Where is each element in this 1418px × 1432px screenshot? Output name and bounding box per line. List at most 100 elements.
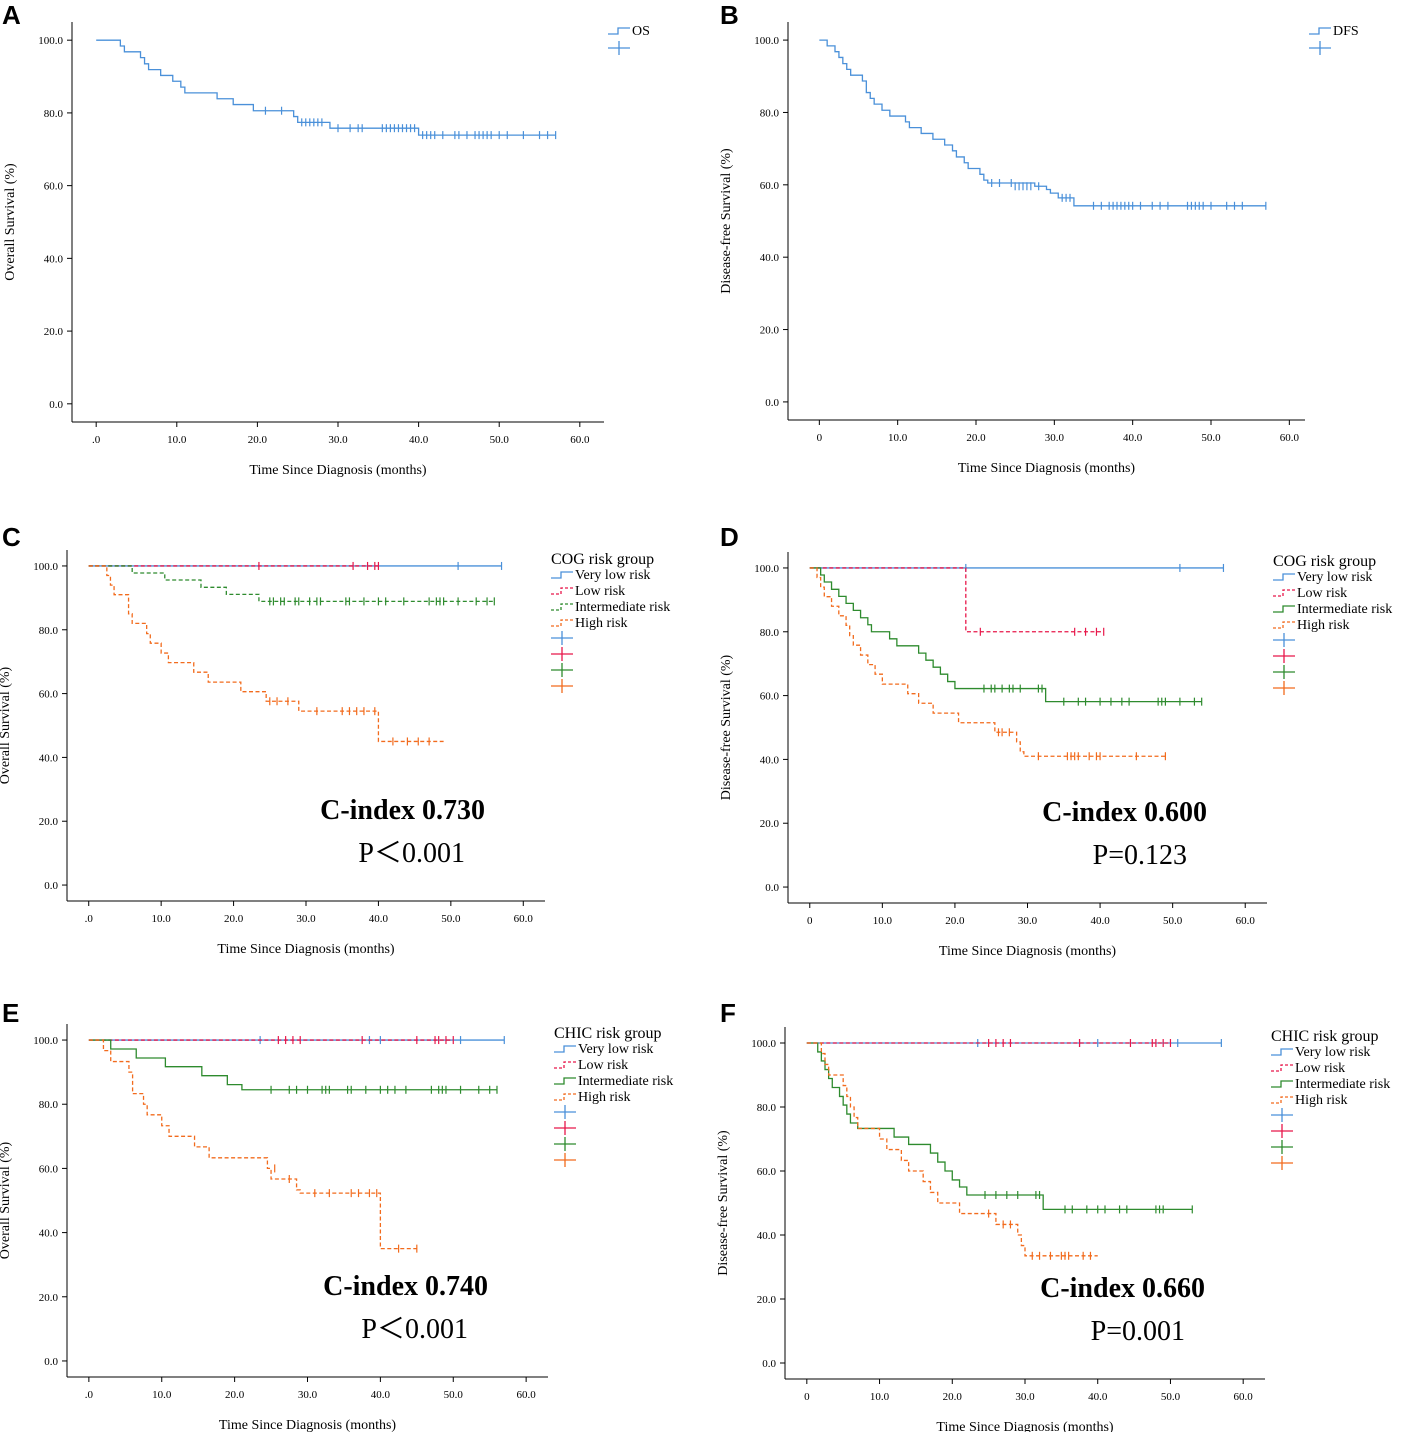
x-tick-label: 10.0 xyxy=(152,1389,172,1401)
chart-panel-c: 0.0 20.0 40.0 60.0 80.0 100.0 .0 10.0 20.0 30.0 40… xyxy=(0,540,700,960)
x-tick-label: 30.0 xyxy=(1018,915,1038,927)
x-axis-label-c: Time Since Diagnosis (months) xyxy=(217,942,395,957)
y-tick-label: 40.0 xyxy=(44,253,64,265)
legend-swatch-high-risk xyxy=(551,619,573,627)
panel-label-f: F xyxy=(720,998,736,1028)
x-axis-label-a: Time Since Diagnosis (months) xyxy=(249,463,427,478)
legend-label-high-risk: High risk xyxy=(575,616,628,631)
y-tick-label: 100.0 xyxy=(38,35,63,47)
y-tick-label: 0.0 xyxy=(765,882,779,894)
y-tick-label: 40.0 xyxy=(757,1230,777,1242)
y-tick-label: 40.0 xyxy=(760,252,780,264)
chart-panel-b: 0.0 20.0 40.0 60.0 80.0 100.0 0 10.0 20.0 30.0 40.… xyxy=(718,0,1418,490)
legend-label-low-risk: Low risk xyxy=(1295,1061,1345,1076)
km-plot-e: 0.0 20.0 40.0 60.0 80.0 100.0 .0 10.0 20.0 30.0 40… xyxy=(0,1024,673,1432)
y-tick-label: 80.0 xyxy=(760,107,780,119)
legend-label-os: OS xyxy=(632,24,650,39)
legend-swatch-intermediate-risk xyxy=(551,603,573,611)
y-tick-label: 0.0 xyxy=(49,399,63,411)
chart-panel-f: 0.0 20.0 40.0 60.0 80.0 100.0 0 10.0 20.0 30.0 40.… xyxy=(716,1010,1418,1432)
x-tick-label: 60.0 xyxy=(1236,915,1256,927)
km-curve-high-risk-c xyxy=(88,565,444,743)
y-tick-label: 60.0 xyxy=(39,1163,59,1175)
x-tick-label: 50.0 xyxy=(444,1389,464,1401)
legend-swatch-intermediate-risk xyxy=(554,1077,576,1085)
p-value-label-e: P＜0.001 xyxy=(361,1314,468,1345)
x-tick-label: 30.0 xyxy=(296,913,316,925)
x-tick-label: 0 xyxy=(804,1391,810,1403)
y-tick-label: 20.0 xyxy=(760,325,780,337)
legend-label-intermediate-risk: Intermediate risk xyxy=(1297,602,1392,617)
panel-label-d: D xyxy=(720,522,739,552)
y-tick-label: 20.0 xyxy=(757,1294,777,1306)
legend-label-very-low-risk: Very low risk xyxy=(578,1042,653,1057)
y-tick-label: 100.0 xyxy=(751,1038,776,1050)
y-tick-label: 20.0 xyxy=(44,326,64,338)
y-axis-label-c: Overall Survival (%) xyxy=(0,666,13,784)
legend-swatch-intermediate-risk xyxy=(1271,1080,1293,1088)
y-tick-label: 80.0 xyxy=(39,625,59,637)
x-tick-label: 50.0 xyxy=(1201,432,1221,444)
x-tick-label: 10.0 xyxy=(152,913,172,925)
y-tick-label: 100.0 xyxy=(33,1035,58,1047)
y-tick-label: 100.0 xyxy=(754,35,779,47)
x-tick-label: 20.0 xyxy=(945,915,965,927)
y-tick-label: 60.0 xyxy=(757,1166,777,1178)
y-tick-label: 80.0 xyxy=(757,1102,777,1114)
x-tick-label: 10.0 xyxy=(873,915,893,927)
legend-swatch-low-risk xyxy=(1271,1064,1293,1072)
x-tick-label: .0 xyxy=(85,1389,94,1401)
y-tick-label: 80.0 xyxy=(39,1099,59,1111)
x-tick-label: .0 xyxy=(92,434,101,446)
p-value-label-c: P＜0.001 xyxy=(358,838,465,869)
legend-title-e: CHIC risk group xyxy=(554,1025,662,1042)
x-axis-label-b: Time Since Diagnosis (months) xyxy=(958,461,1136,476)
x-tick-label: 40.0 xyxy=(1088,1391,1108,1403)
km-curve-high-risk-f xyxy=(806,1042,1098,1257)
legend-swatch-very-low-risk xyxy=(1271,1048,1293,1056)
x-tick-label: 40.0 xyxy=(1123,432,1143,444)
x-tick-label: 40.0 xyxy=(409,434,429,446)
y-tick-label: 0.0 xyxy=(762,1358,776,1370)
panel-label-a: A xyxy=(2,0,21,30)
x-tick-label: 30.0 xyxy=(298,1389,318,1401)
legend-label-high-risk: High risk xyxy=(1295,1093,1348,1108)
km-curve-low-risk-d xyxy=(809,567,1104,633)
x-tick-label: 60.0 xyxy=(1234,1391,1254,1403)
y-tick-label: 60.0 xyxy=(39,689,59,701)
x-tick-label: 0 xyxy=(807,915,813,927)
y-tick-label: 20.0 xyxy=(39,1292,59,1304)
x-tick-label: 20.0 xyxy=(248,434,268,446)
x-tick-label: 20.0 xyxy=(943,1391,963,1403)
legend-label-intermediate-risk: Intermediate risk xyxy=(1295,1077,1390,1092)
legend-swatch-very-low-risk xyxy=(554,1045,576,1053)
y-tick-label: 0.0 xyxy=(44,1356,58,1368)
legend-label-very-low-risk: Very low risk xyxy=(1297,570,1372,585)
x-tick-label: 20.0 xyxy=(224,913,244,925)
y-tick-label: 60.0 xyxy=(760,691,780,703)
legend-label-high-risk: High risk xyxy=(578,1090,631,1105)
x-tick-label: 20.0 xyxy=(225,1389,245,1401)
legend-label-very-low-risk: Very low risk xyxy=(575,568,650,583)
legend-swatch-high-risk xyxy=(554,1093,576,1101)
x-tick-label: 50.0 xyxy=(441,913,461,925)
km-curve-high-risk-e xyxy=(88,1039,417,1250)
legend-label-intermediate-risk: Intermediate risk xyxy=(578,1074,673,1089)
legend-swatch-very-low-risk xyxy=(1273,573,1295,581)
chart-panel-d: 0.0 20.0 40.0 60.0 80.0 100.0 0 10.0 20.0 30.0 40.… xyxy=(718,540,1418,960)
km-plot-a: 0.0 20.0 40.0 60.0 80.0 100.0 .0 10.0 20.0 30.0 40… xyxy=(3,22,650,478)
x-tick-label: 60.0 xyxy=(517,1389,537,1401)
y-axis-label-b: Disease-free Survival (%) xyxy=(719,148,734,294)
legend-title-c: COG risk group xyxy=(551,551,654,568)
km-curve-dfs-b xyxy=(819,39,1266,207)
x-tick-label: 30.0 xyxy=(328,434,348,446)
x-tick-label: 40.0 xyxy=(1090,915,1110,927)
x-tick-label: 30.0 xyxy=(1015,1391,1035,1403)
km-plot-d: 0.0 20.0 40.0 60.0 80.0 100.0 0 10.0 20.0 30.0 40.… xyxy=(719,552,1392,959)
x-tick-label: .0 xyxy=(85,913,94,925)
legend-label-low-risk: Low risk xyxy=(578,1058,628,1073)
y-tick-label: 40.0 xyxy=(39,752,59,764)
legend-swatch-os xyxy=(608,27,630,35)
legend-swatch-low-risk xyxy=(554,1061,576,1069)
legend-label-high-risk: High risk xyxy=(1297,618,1350,633)
